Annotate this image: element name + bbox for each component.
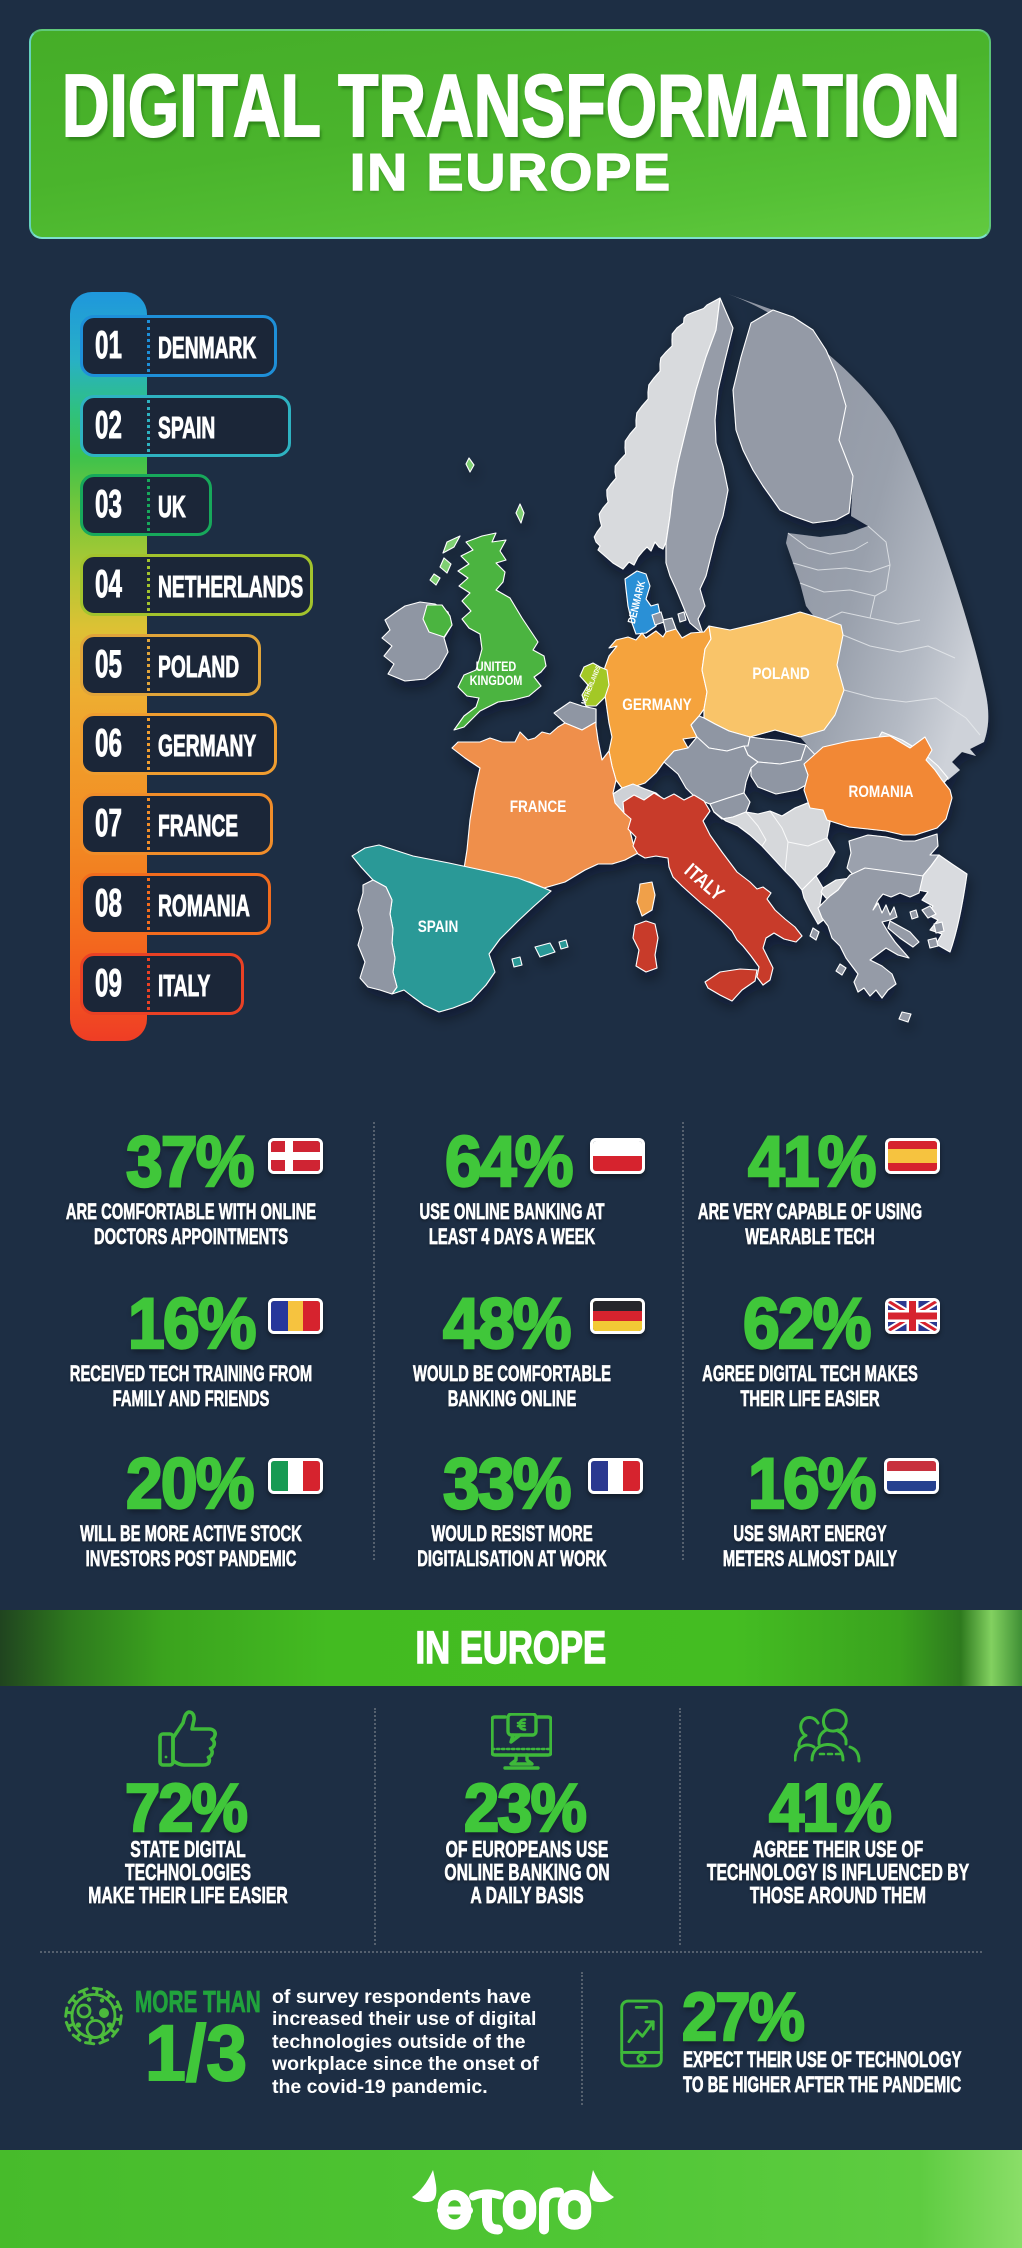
- svg-text:SPAIN: SPAIN: [418, 918, 459, 937]
- svg-text:POLAND: POLAND: [752, 665, 809, 684]
- svg-text:FRANCE: FRANCE: [510, 798, 567, 817]
- svg-text:UNITED: UNITED: [476, 659, 517, 675]
- svg-text:GERMANY: GERMANY: [622, 696, 691, 715]
- svg-text:ROMANIA: ROMANIA: [849, 783, 914, 802]
- svg-text:KINGDOM: KINGDOM: [470, 673, 523, 689]
